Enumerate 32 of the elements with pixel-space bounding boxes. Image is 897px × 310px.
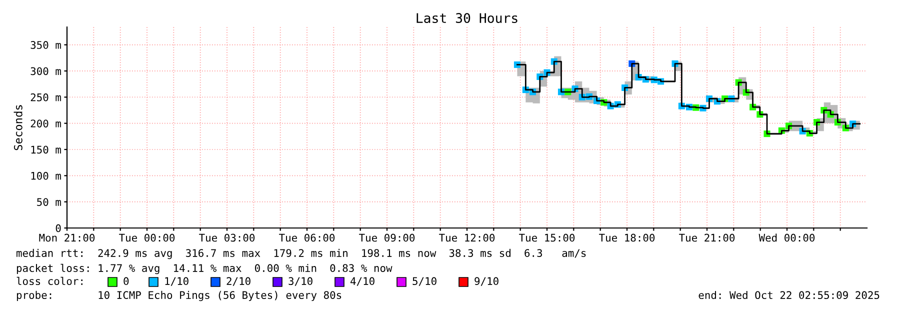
x-tick-label: Tue 00:00: [119, 234, 175, 242]
chart-title: Last 30 Hours: [416, 13, 518, 24]
legend-label: 2/10: [226, 277, 250, 286]
legend-label: 5/10: [412, 277, 436, 286]
y-tick-label: 50 m: [37, 198, 61, 206]
y-tick-label: 300 m: [30, 67, 61, 76]
x-tick-label: Mon 21:00: [39, 234, 95, 242]
x-tick-label: Tue 21:00: [679, 234, 735, 242]
y-tick-label: 250 m: [30, 93, 61, 102]
x-tick-label: Tue 09:00: [359, 234, 415, 242]
legend-label: 0: [124, 277, 129, 286]
legend-label: 3/10: [288, 277, 312, 286]
x-tick-label: Tue 03:00: [199, 234, 255, 242]
x-tick-label: Tue 12:00: [439, 234, 495, 242]
legend-label: 1/10: [165, 277, 188, 286]
x-tick-label: Tue 06:00: [279, 234, 335, 242]
x-tick-label: Tue 15:00: [519, 234, 575, 242]
text: probe: 10 ICMP Echo Pings (56 Bytes) every 80s: [16, 290, 342, 302]
text: median rtt: 242.9 ms avg 316.7 ms max 179.2 ms min 198.1 ms now 38.3 ms sd 6.3 am/s: [16, 248, 586, 260]
text: packet loss: 1.77 % avg 14.11 % max 0.00 % min 0.83 % now: [16, 264, 392, 274]
x-tick-label: Tue 18:00: [599, 234, 655, 242]
y-tick-label: 200 m: [30, 120, 61, 128]
y-tick-label: 350 m: [30, 41, 61, 49]
legend-label: 4/10: [350, 277, 374, 286]
y-axis-title: Seconds: [14, 105, 22, 150]
y-tick-label: 0: [56, 224, 61, 232]
y-tick-label: 150 m: [31, 146, 61, 154]
y-tick-label: 100 m: [31, 172, 61, 180]
legend-title: loss color:: [16, 276, 82, 286]
legend-label: 9/10: [474, 277, 498, 286]
text: end: Wed Oct 22 02:55:09 2025: [698, 290, 880, 300]
x-tick-label: Wed 00:00: [758, 234, 815, 242]
